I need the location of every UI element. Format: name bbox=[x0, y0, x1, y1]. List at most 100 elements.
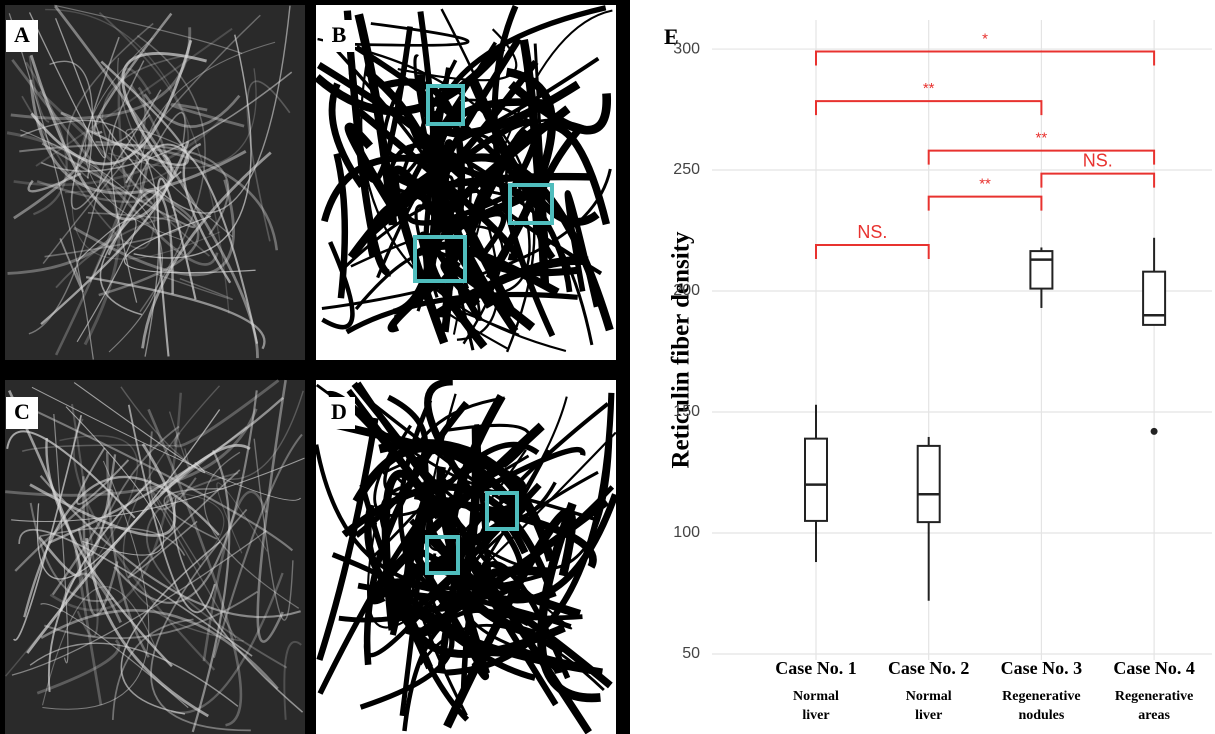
y-tick-label: 100 bbox=[673, 524, 700, 541]
fiber bbox=[447, 423, 531, 469]
fiber bbox=[246, 80, 291, 242]
fiber bbox=[212, 433, 303, 658]
significance-label: ** bbox=[1036, 130, 1048, 147]
fiber bbox=[191, 449, 231, 733]
fiber bbox=[397, 28, 518, 82]
fiber bbox=[25, 61, 68, 216]
fiber bbox=[28, 55, 50, 123]
box bbox=[1142, 270, 1167, 326]
x-sublabel: liver bbox=[915, 708, 942, 723]
fiber bbox=[170, 103, 245, 128]
fiber bbox=[141, 151, 272, 349]
fiber bbox=[415, 498, 610, 638]
fiber bbox=[533, 43, 550, 248]
fiber bbox=[314, 44, 506, 116]
fiber bbox=[8, 390, 82, 577]
significance-bracket bbox=[927, 195, 1043, 211]
fiber bbox=[107, 189, 174, 295]
fiber bbox=[354, 394, 428, 538]
significance-bracket bbox=[815, 100, 1043, 116]
fiber bbox=[321, 241, 355, 330]
fiber bbox=[111, 60, 151, 144]
fiber bbox=[73, 382, 206, 474]
fiber bbox=[14, 488, 114, 596]
fiber bbox=[8, 13, 94, 360]
fiber bbox=[156, 177, 197, 357]
fiber bbox=[537, 501, 601, 703]
fiber bbox=[48, 396, 284, 544]
fiber bbox=[7, 152, 150, 275]
fiber bbox=[11, 457, 305, 522]
fiber bbox=[202, 490, 268, 662]
fiber bbox=[49, 392, 183, 612]
x-tick-label: Case No. 2 bbox=[888, 658, 970, 678]
x-tick-label: Case No. 4 bbox=[1113, 658, 1195, 678]
fiber bbox=[508, 81, 611, 135]
fiber bbox=[364, 503, 603, 676]
fiber bbox=[101, 55, 211, 257]
panel-label: E bbox=[664, 24, 679, 49]
fiber bbox=[130, 489, 225, 561]
panel-label: D bbox=[331, 399, 347, 424]
box bbox=[916, 444, 941, 524]
fiber bbox=[357, 516, 524, 602]
fiber bbox=[39, 526, 186, 556]
fiber bbox=[76, 447, 130, 505]
fiber bbox=[40, 71, 293, 173]
significance-label: NS. bbox=[1083, 150, 1113, 170]
fiber bbox=[108, 68, 257, 169]
significance-label: NS. bbox=[857, 222, 887, 242]
fiber bbox=[89, 111, 186, 283]
y-tick-label: 150 bbox=[673, 403, 700, 420]
fiber bbox=[121, 52, 207, 179]
fiber bbox=[348, 26, 413, 183]
fiber bbox=[13, 117, 224, 187]
fiber bbox=[355, 107, 519, 261]
fiber bbox=[376, 133, 517, 279]
x-sublabel: liver bbox=[802, 708, 829, 723]
fiber bbox=[143, 93, 241, 128]
fiber bbox=[468, 179, 492, 321]
fiber bbox=[27, 172, 82, 193]
fiber bbox=[29, 54, 190, 221]
fiber bbox=[127, 404, 216, 614]
fiber bbox=[30, 39, 193, 166]
x-sublabel: nodules bbox=[1018, 708, 1064, 723]
fiber bbox=[136, 34, 206, 313]
fiber bbox=[42, 460, 150, 710]
fiber bbox=[163, 488, 224, 540]
fiber bbox=[173, 379, 280, 448]
fiber bbox=[6, 430, 136, 519]
fiber bbox=[5, 408, 258, 497]
fiber bbox=[21, 95, 156, 250]
x-sublabel: Normal bbox=[906, 689, 952, 704]
fiber bbox=[117, 57, 147, 162]
y-tick-label: 250 bbox=[673, 161, 700, 178]
outlier bbox=[1150, 427, 1158, 435]
fiber bbox=[338, 22, 470, 47]
fiber bbox=[168, 411, 190, 469]
fiber bbox=[84, 37, 182, 241]
fiber bbox=[35, 27, 233, 167]
y-axis-title: Reticulin fiber density bbox=[668, 231, 695, 469]
fiber bbox=[316, 62, 466, 189]
fiber bbox=[363, 400, 469, 666]
fiber bbox=[432, 493, 619, 604]
fiber bbox=[145, 472, 288, 669]
x-tick-label: Case No. 3 bbox=[1001, 658, 1083, 678]
fiber bbox=[413, 491, 597, 569]
fiber bbox=[120, 386, 304, 480]
significance-bracket bbox=[927, 149, 1156, 165]
fiber bbox=[491, 4, 556, 338]
fiber bbox=[105, 451, 150, 658]
fiber bbox=[36, 639, 121, 695]
panel-label: A bbox=[14, 22, 30, 47]
box bbox=[1029, 250, 1054, 290]
fiber bbox=[283, 640, 302, 720]
fiber bbox=[31, 386, 301, 501]
fiber bbox=[382, 575, 572, 630]
panel-label: C bbox=[14, 399, 30, 424]
fiber bbox=[401, 535, 490, 681]
box bbox=[804, 437, 828, 522]
